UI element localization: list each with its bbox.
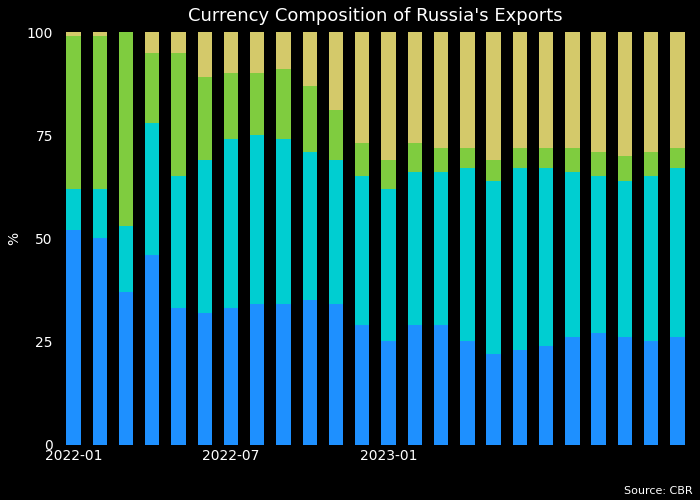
Y-axis label: %: %: [7, 232, 21, 245]
Bar: [434, 172, 448, 325]
Bar: [592, 152, 606, 176]
Bar: [644, 176, 658, 342]
Bar: [460, 32, 475, 148]
Title: Currency Composition of Russia's Exports: Currency Composition of Russia's Exports: [188, 7, 563, 25]
Bar: [592, 176, 606, 333]
Bar: [197, 32, 212, 78]
Bar: [302, 300, 317, 444]
Bar: [66, 230, 80, 444]
Bar: [145, 123, 160, 255]
Bar: [592, 32, 606, 152]
Bar: [302, 86, 317, 152]
Bar: [302, 152, 317, 300]
Bar: [276, 32, 290, 69]
Bar: [92, 238, 107, 444]
Bar: [276, 69, 290, 140]
Bar: [119, 32, 133, 226]
Bar: [565, 172, 580, 338]
Bar: [197, 78, 212, 160]
Text: Source: CBR: Source: CBR: [624, 486, 693, 496]
Bar: [92, 36, 107, 189]
Bar: [670, 168, 685, 338]
Bar: [617, 338, 632, 444]
Bar: [92, 32, 107, 36]
Bar: [172, 176, 186, 308]
Bar: [539, 32, 553, 148]
Bar: [617, 180, 632, 338]
Bar: [172, 308, 186, 444]
Bar: [434, 325, 448, 444]
Bar: [355, 144, 370, 176]
Bar: [145, 32, 160, 52]
Bar: [670, 338, 685, 444]
Bar: [512, 350, 527, 444]
Bar: [250, 32, 265, 74]
Bar: [539, 168, 553, 346]
Bar: [539, 346, 553, 444]
Bar: [224, 74, 238, 140]
Bar: [355, 176, 370, 325]
Bar: [486, 354, 500, 444]
Bar: [512, 168, 527, 350]
Bar: [66, 189, 80, 230]
Bar: [644, 152, 658, 176]
Bar: [382, 32, 395, 160]
Bar: [145, 255, 160, 444]
Bar: [670, 148, 685, 168]
Bar: [407, 325, 422, 444]
Bar: [197, 160, 212, 312]
Bar: [407, 32, 422, 144]
Bar: [250, 304, 265, 444]
Bar: [382, 160, 395, 189]
Bar: [460, 148, 475, 168]
Bar: [460, 342, 475, 444]
Bar: [539, 148, 553, 168]
Bar: [617, 32, 632, 156]
Bar: [302, 32, 317, 86]
Bar: [486, 180, 500, 354]
Bar: [382, 189, 395, 342]
Bar: [460, 168, 475, 342]
Bar: [355, 325, 370, 444]
Bar: [250, 74, 265, 135]
Bar: [644, 32, 658, 152]
Bar: [250, 135, 265, 304]
Bar: [276, 304, 290, 444]
Bar: [512, 148, 527, 168]
Bar: [565, 32, 580, 148]
Bar: [224, 308, 238, 444]
Bar: [670, 32, 685, 148]
Bar: [565, 148, 580, 172]
Bar: [66, 32, 80, 36]
Bar: [329, 32, 343, 110]
Bar: [92, 189, 107, 238]
Bar: [486, 32, 500, 160]
Bar: [512, 32, 527, 148]
Bar: [329, 110, 343, 160]
Bar: [119, 292, 133, 444]
Bar: [119, 226, 133, 292]
Bar: [407, 144, 422, 172]
Bar: [644, 342, 658, 444]
Bar: [486, 160, 500, 180]
Bar: [355, 32, 370, 144]
Bar: [434, 148, 448, 172]
Bar: [224, 32, 238, 74]
Bar: [592, 333, 606, 444]
Bar: [329, 304, 343, 444]
Bar: [382, 342, 395, 444]
Bar: [434, 32, 448, 148]
Bar: [276, 140, 290, 304]
Bar: [172, 52, 186, 176]
Bar: [329, 160, 343, 304]
Bar: [66, 36, 80, 189]
Bar: [617, 156, 632, 180]
Bar: [172, 32, 186, 52]
Bar: [145, 52, 160, 123]
Bar: [565, 338, 580, 444]
Bar: [197, 312, 212, 444]
Bar: [224, 140, 238, 308]
Bar: [407, 172, 422, 325]
